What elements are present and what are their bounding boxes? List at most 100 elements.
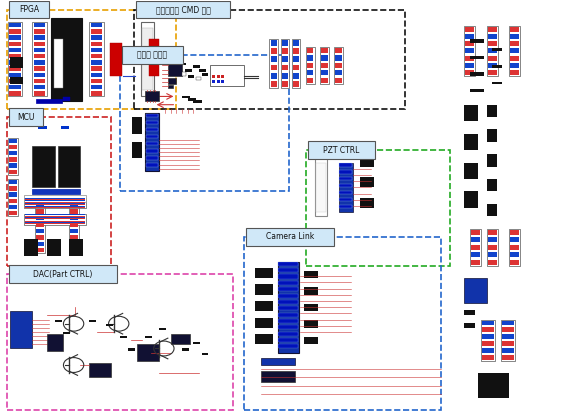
Bar — [340, 205, 352, 208]
Bar — [8, 22, 22, 97]
Bar — [33, 42, 45, 46]
Bar — [359, 198, 374, 208]
Bar — [70, 235, 78, 240]
Bar — [91, 29, 103, 34]
Bar — [61, 126, 69, 129]
Bar — [70, 242, 78, 246]
Bar — [9, 211, 17, 215]
Bar — [32, 146, 55, 187]
Bar — [261, 358, 295, 365]
Bar — [25, 207, 85, 208]
FancyBboxPatch shape — [9, 265, 117, 283]
Bar — [293, 40, 299, 46]
Bar — [464, 323, 475, 328]
Bar — [185, 69, 192, 72]
Bar — [70, 203, 78, 208]
Bar — [9, 170, 17, 174]
FancyBboxPatch shape — [136, 1, 230, 18]
FancyBboxPatch shape — [308, 141, 375, 159]
FancyBboxPatch shape — [121, 47, 183, 64]
FancyBboxPatch shape — [246, 228, 334, 245]
Bar — [193, 342, 200, 344]
Bar — [58, 146, 81, 187]
Bar — [255, 301, 273, 311]
Bar — [120, 55, 289, 191]
Bar — [134, 10, 405, 109]
Bar — [222, 74, 225, 78]
Text: MCU: MCU — [17, 113, 35, 121]
Bar — [36, 222, 44, 227]
Bar — [8, 179, 18, 216]
Bar — [9, 151, 17, 156]
Bar — [270, 81, 277, 87]
Bar — [35, 196, 45, 253]
Bar — [146, 163, 158, 167]
Bar — [55, 319, 62, 322]
Bar — [340, 163, 352, 167]
Bar — [278, 312, 298, 317]
Bar — [36, 197, 44, 201]
Bar — [482, 334, 494, 339]
Bar — [89, 363, 111, 377]
Bar — [91, 42, 103, 46]
Bar — [340, 198, 352, 201]
Bar — [492, 49, 502, 51]
Bar — [486, 105, 497, 117]
Bar — [321, 63, 328, 68]
Bar — [14, 77, 19, 84]
Bar — [38, 126, 46, 129]
Bar — [270, 48, 277, 54]
Bar — [307, 55, 314, 61]
Bar — [24, 198, 86, 208]
Bar — [510, 70, 519, 75]
Bar — [270, 73, 277, 79]
Bar — [7, 274, 232, 411]
Bar — [465, 35, 474, 39]
Bar — [9, 198, 17, 203]
Bar — [510, 63, 519, 68]
Bar — [213, 80, 215, 83]
Bar — [54, 39, 63, 88]
Bar — [7, 117, 111, 266]
Bar — [278, 281, 298, 285]
Bar — [91, 72, 103, 77]
Bar — [110, 43, 122, 76]
Bar — [9, 186, 17, 191]
Bar — [510, 252, 519, 258]
Bar — [145, 92, 159, 101]
Bar — [9, 29, 21, 34]
Bar — [25, 221, 85, 222]
Bar — [488, 260, 497, 265]
Bar — [471, 230, 480, 235]
Bar — [292, 39, 301, 88]
Bar — [469, 89, 484, 92]
Bar — [9, 54, 21, 58]
Bar — [8, 138, 18, 175]
Bar — [282, 64, 288, 70]
Bar — [24, 195, 86, 202]
Bar — [488, 42, 497, 46]
Bar — [213, 74, 215, 78]
Bar — [33, 85, 45, 89]
Bar — [315, 158, 327, 216]
Bar — [46, 334, 64, 351]
Bar — [502, 348, 514, 353]
Bar — [141, 22, 154, 97]
Bar — [9, 157, 17, 161]
Bar — [510, 35, 519, 39]
Bar — [9, 72, 21, 77]
Bar — [70, 197, 78, 201]
Bar — [36, 248, 44, 253]
Bar — [36, 229, 44, 233]
Bar — [18, 77, 23, 84]
Bar — [182, 349, 189, 351]
Bar — [278, 319, 298, 323]
Bar — [336, 70, 341, 75]
Bar — [128, 349, 135, 351]
Bar — [91, 67, 103, 71]
Bar — [270, 64, 277, 70]
Bar — [469, 40, 484, 43]
Bar — [89, 319, 96, 322]
Bar — [278, 287, 298, 291]
Bar — [465, 63, 474, 68]
